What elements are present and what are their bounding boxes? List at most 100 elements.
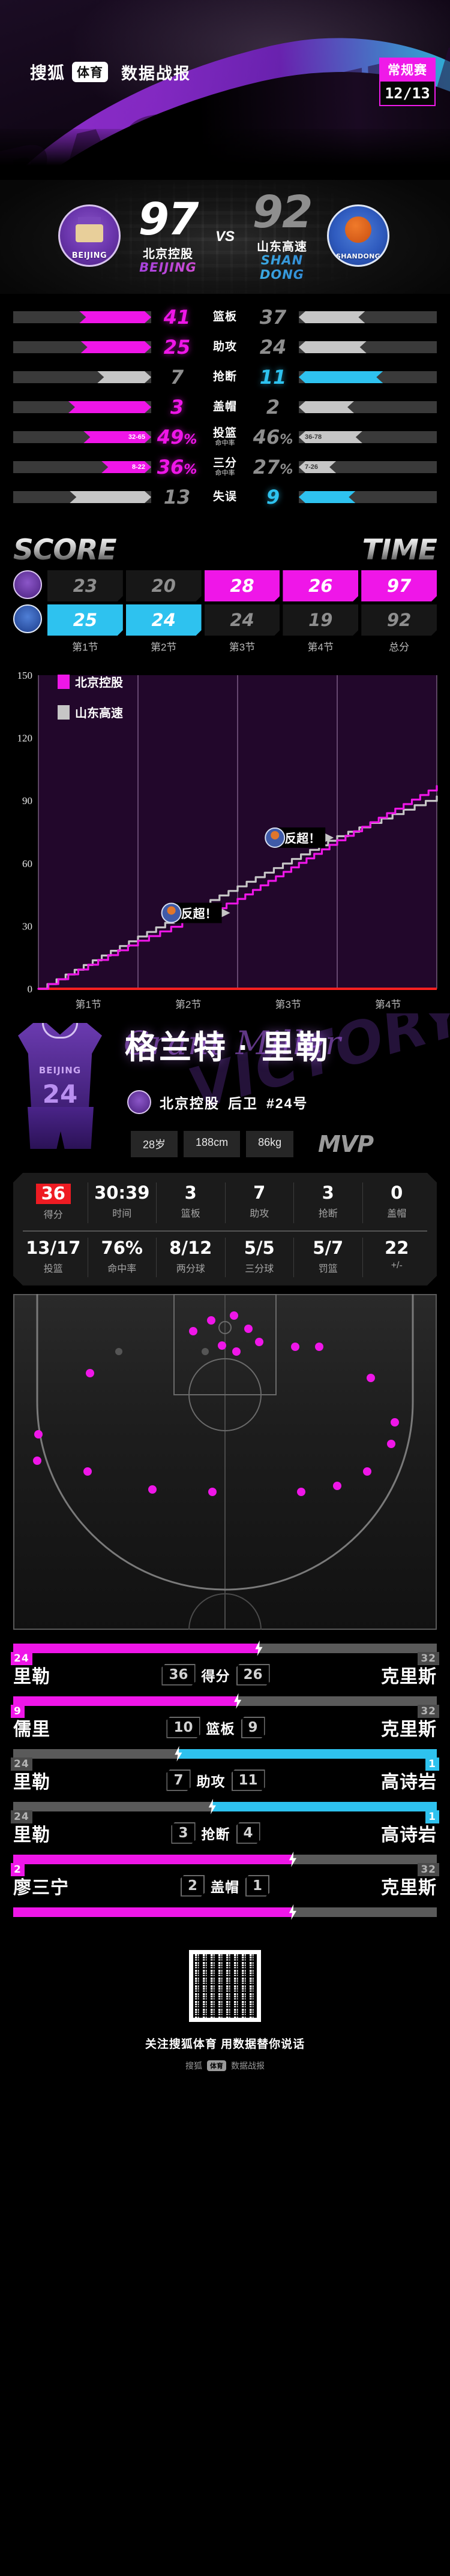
mvp-stat-label: +/- — [391, 1260, 403, 1271]
leader-row: 2 廖三宁 2 盖帽 1 克里斯 32 — [11, 1862, 439, 1902]
mvp-stat-value: 3 — [322, 1182, 334, 1203]
brand-tag: 体育 — [72, 62, 109, 82]
player-leaders: 24 里勒 36 得分 26 克里斯 32 9 儒里 10 篮板 9 克里斯 32 24 里勒 7 助攻 11 高诗岩… — [0, 1629, 450, 1928]
stat-bar-home — [13, 311, 151, 323]
stat-away-value: 46% — [253, 426, 293, 449]
leader-row: 24 里勒 36 得分 26 克里斯 32 — [11, 1651, 439, 1691]
stat-home-value: 41 — [163, 306, 191, 329]
leader-stat-compare: 10 篮板 9 — [166, 1717, 265, 1738]
svg-text:150: 150 — [17, 670, 33, 681]
mvp-stat-cell: 5/7 罚篮 — [294, 1238, 363, 1277]
leader-group: 9 儒里 10 篮板 9 克里斯 32 — [11, 1693, 439, 1744]
leader-left-number: 24 — [11, 1757, 32, 1771]
quarter-row: 23 20 28 26 97 — [13, 570, 437, 601]
stat-row: 32-65 49% 投篮 命中率 46% 36-78 — [13, 422, 437, 452]
quarter-cell: 23 — [47, 570, 123, 601]
stat-row: 13 失误 9 — [13, 482, 437, 512]
stat-away-value: 9 — [266, 486, 280, 508]
quarter-team-logo-icon — [13, 570, 44, 601]
stat-bar-away-note: 36-78 — [305, 434, 322, 441]
home-team-crest — [58, 204, 123, 269]
stat-row: 3 盖帽 2 — [13, 392, 437, 422]
stat-bar-away — [299, 491, 437, 503]
away-team-crest — [327, 204, 392, 269]
quarter-column-label: 第1节 — [72, 642, 98, 653]
stat-home-value: 49% — [157, 426, 197, 449]
stat-away-value: 24 — [259, 336, 287, 359]
leader-right-name: 克里斯 32 — [381, 1704, 439, 1741]
legend-label-away: 山东高速 — [75, 707, 123, 720]
leader-right-number: 1 — [425, 1810, 439, 1823]
chart-canvas: 0 30 60 90 120 150 反超！ 反超！ — [17, 670, 438, 994]
leader-group: 24 里勒 36 得分 26 克里斯 32 — [11, 1640, 439, 1691]
leader-right-value: 1 — [245, 1875, 269, 1897]
brand-logo: 搜狐 体育 数据战报 — [30, 60, 191, 84]
quarter-column-label: 第3节 — [229, 642, 256, 653]
svg-text:反超！: 反超！ — [181, 906, 217, 920]
stat-bar-home — [13, 491, 151, 503]
stat-label: 助攻 — [212, 341, 237, 354]
page-title: 数据战报 — [121, 64, 191, 83]
legend-item-home: 北京控股 — [58, 673, 123, 690]
stat-row: 25 助攻 24 — [13, 332, 437, 362]
stat-label: 三分 命中率 — [212, 456, 237, 477]
leader-left-number: 9 — [11, 1704, 25, 1718]
match-type-badge: 常规赛 12/13 — [379, 58, 436, 106]
away-team-name-cn: 山东高速 — [257, 240, 307, 254]
mvp-stat-value: 22 — [385, 1237, 409, 1258]
stat-away-value: 2 — [266, 396, 280, 419]
away-team-name-en: SHAN DONG — [237, 253, 327, 282]
quarter-cell: 24 — [205, 604, 280, 636]
leader-right-name: 高诗岩 1 — [381, 1810, 439, 1846]
leader-bar — [13, 1904, 437, 1920]
chart-x-label: 第4节 — [375, 999, 401, 1010]
stat-home-value: 25 — [163, 336, 191, 359]
leader-left-value: 7 — [166, 1770, 190, 1791]
stat-bar-home-note: 8-22 — [131, 464, 145, 471]
leader-row: 24 里勒 3 抢断 4 高诗岩 1 — [11, 1810, 439, 1849]
leader-left-number: 24 — [11, 1810, 32, 1823]
leader-left-name: 9 儒里 — [11, 1704, 50, 1741]
mvp-stat-cell: 13/17 投篮 — [19, 1238, 88, 1277]
qr-code-icon[interactable] — [189, 1949, 261, 2022]
quarter-team-logo-icon — [13, 604, 44, 636]
stat-label: 篮板 — [212, 311, 237, 324]
leader-left-value: 3 — [171, 1822, 195, 1844]
leader-bar — [13, 1851, 437, 1867]
score-heading: SCORE — [13, 534, 117, 567]
mvp-stat-value: 8/12 — [169, 1237, 212, 1258]
leader-right-name: 高诗岩 1 — [381, 1757, 439, 1793]
leader-right-value: 4 — [236, 1822, 260, 1844]
mvp-number: #24号 — [266, 1096, 308, 1111]
stat-away-value: 37 — [259, 306, 287, 329]
leader-group: 24 里勒 3 抢断 4 高诗岩 1 — [11, 1798, 439, 1849]
quarter-column-label: 第4节 — [307, 642, 334, 653]
stat-row: 41 篮板 37 — [13, 302, 437, 332]
quarter-cell: 25 — [47, 604, 123, 636]
shot-chart — [13, 1293, 437, 1630]
mvp-stat-value: 76% — [101, 1237, 143, 1258]
leader-stat-compare: 36 得分 26 — [161, 1664, 269, 1686]
home-score: 97 — [138, 194, 199, 246]
mvp-stat-divider — [23, 1230, 427, 1232]
stat-bar-away: 7-26 — [299, 461, 437, 473]
away-team-block: 92 山东高速 SHAN DONG — [237, 190, 327, 282]
leader-right-name: 克里斯 32 — [381, 1651, 439, 1688]
quarter-cell: 92 — [361, 604, 437, 636]
leader-stat-compare: 3 抢断 4 — [171, 1822, 260, 1844]
quarter-cell: 24 — [126, 604, 202, 636]
leader-bar — [13, 1746, 437, 1762]
mvp-stat-label: 命中率 — [107, 1263, 137, 1274]
svg-text:0: 0 — [28, 983, 33, 994]
mvp-stat-label: 篮板 — [181, 1208, 200, 1219]
mvp-stat-label: 助攻 — [250, 1208, 269, 1219]
chart-legend: 北京控股 山东高速 — [58, 673, 123, 734]
leader-right-number: 32 — [418, 1651, 439, 1665]
score-hero: 97 北京控股 BEIJING VS 92 山东高速 SHAN DONG — [0, 180, 450, 294]
legend-swatch-home — [58, 674, 70, 689]
quarter-cell: 28 — [205, 570, 280, 601]
mvp-team: 北京控股 — [160, 1096, 220, 1111]
footer-brand: 搜狐 — [185, 2060, 202, 2071]
leader-right-number: 1 — [425, 1757, 439, 1771]
mvp-chip: 86kg — [246, 1131, 294, 1157]
